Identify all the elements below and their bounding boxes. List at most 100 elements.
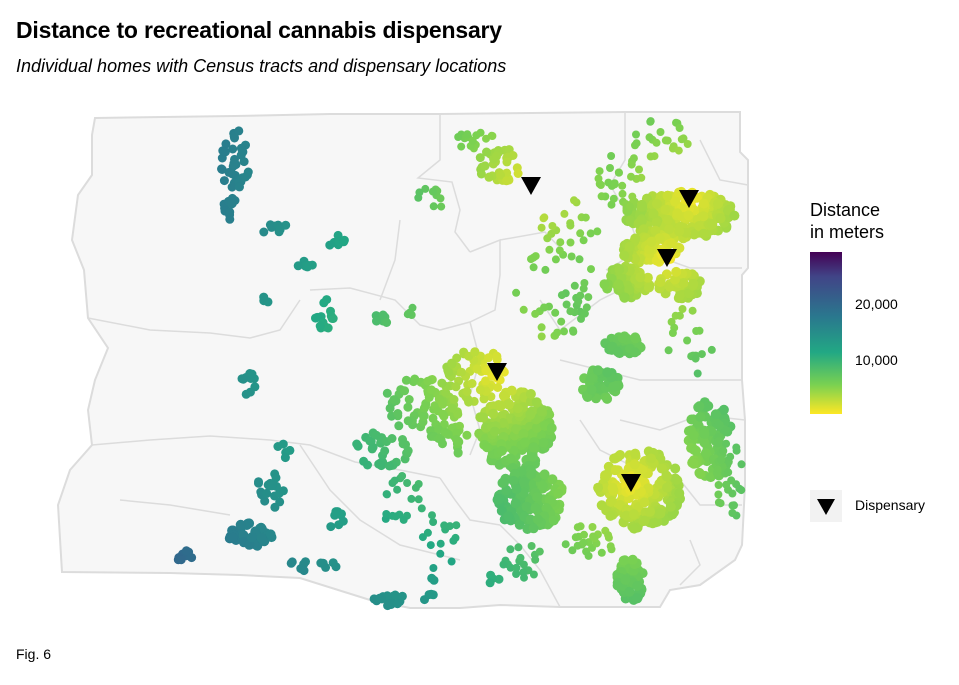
- home-point: [403, 416, 413, 426]
- home-point: [444, 367, 453, 377]
- home-point: [629, 347, 640, 358]
- home-point: [713, 437, 724, 448]
- home-point: [518, 428, 529, 439]
- home-point: [670, 463, 681, 474]
- home-point: [453, 409, 463, 419]
- home-point: [394, 421, 404, 431]
- home-point: [452, 521, 461, 530]
- home-point: [606, 542, 615, 551]
- home-point: [353, 441, 363, 451]
- home-point: [610, 180, 619, 189]
- census-tract-boundary: [379, 219, 401, 301]
- home-point: [393, 485, 402, 494]
- home-point: [326, 522, 336, 532]
- home-point: [700, 448, 711, 459]
- home-point: [275, 225, 285, 235]
- home-point: [672, 208, 683, 219]
- home-point: [570, 281, 579, 290]
- home-point: [597, 192, 606, 201]
- home-point: [624, 284, 635, 295]
- region-outline: [56, 111, 749, 609]
- home-point: [662, 214, 673, 225]
- home-point: [526, 469, 537, 480]
- home-point: [414, 193, 423, 202]
- home-point: [650, 225, 661, 236]
- census-tract-boundary: [416, 114, 471, 253]
- home-point: [518, 467, 528, 478]
- home-point: [389, 395, 399, 405]
- home-point: [573, 541, 582, 550]
- census-tract-boundary: [119, 499, 231, 516]
- home-point: [398, 439, 408, 449]
- home-point: [593, 365, 603, 376]
- home-point: [403, 402, 413, 412]
- home-point: [737, 486, 746, 495]
- home-point: [593, 227, 602, 236]
- home-point: [610, 465, 621, 476]
- home-point: [426, 589, 436, 599]
- home-point: [419, 412, 429, 422]
- home-point: [652, 138, 661, 147]
- home-point: [615, 168, 623, 177]
- home-point: [665, 501, 676, 512]
- home-point: [286, 558, 296, 568]
- home-point: [539, 469, 550, 480]
- home-point: [234, 126, 244, 136]
- home-point: [481, 366, 491, 376]
- home-point: [674, 226, 685, 237]
- home-point: [325, 240, 335, 250]
- home-point: [555, 246, 564, 255]
- home-point: [438, 409, 448, 419]
- home-point: [573, 523, 582, 532]
- home-point: [557, 317, 566, 326]
- home-point: [457, 142, 466, 151]
- home-point: [322, 295, 332, 305]
- home-point: [484, 172, 494, 182]
- home-point: [390, 590, 400, 600]
- home-point: [510, 498, 521, 509]
- home-point: [454, 133, 463, 141]
- home-point: [512, 288, 521, 297]
- home-point: [632, 130, 640, 139]
- home-point: [726, 452, 735, 461]
- home-point: [579, 538, 588, 547]
- home-point: [529, 253, 538, 262]
- home-point: [606, 164, 614, 172]
- home-point: [607, 152, 616, 160]
- home-point: [683, 210, 694, 221]
- home-point: [504, 399, 515, 410]
- home-point: [496, 445, 507, 456]
- home-point: [451, 435, 461, 444]
- home-point: [607, 482, 618, 493]
- home-point: [590, 534, 599, 543]
- home-point: [618, 181, 627, 190]
- home-point: [271, 473, 281, 483]
- home-point: [245, 387, 255, 397]
- home-point: [664, 346, 673, 355]
- legend-dispensary-key: [810, 490, 842, 522]
- home-point: [663, 136, 672, 145]
- home-point: [629, 523, 639, 534]
- home-point: [514, 543, 523, 552]
- home-point: [540, 303, 549, 312]
- home-point: [688, 278, 699, 289]
- home-point: [648, 208, 659, 219]
- dispensary-marker: [621, 474, 641, 492]
- home-point: [499, 560, 508, 569]
- home-point: [443, 429, 453, 439]
- census-tract-boundary: [309, 287, 441, 331]
- home-point: [436, 549, 445, 558]
- home-point: [619, 250, 630, 261]
- home-point: [393, 599, 402, 609]
- home-point: [449, 395, 459, 404]
- home-point: [692, 327, 701, 335]
- home-point: [519, 560, 528, 569]
- home-point: [662, 482, 673, 493]
- home-point: [365, 436, 375, 446]
- home-point: [428, 187, 437, 196]
- home-point: [693, 369, 702, 378]
- home-point: [393, 409, 403, 418]
- home-point: [378, 310, 388, 320]
- home-point: [528, 442, 539, 453]
